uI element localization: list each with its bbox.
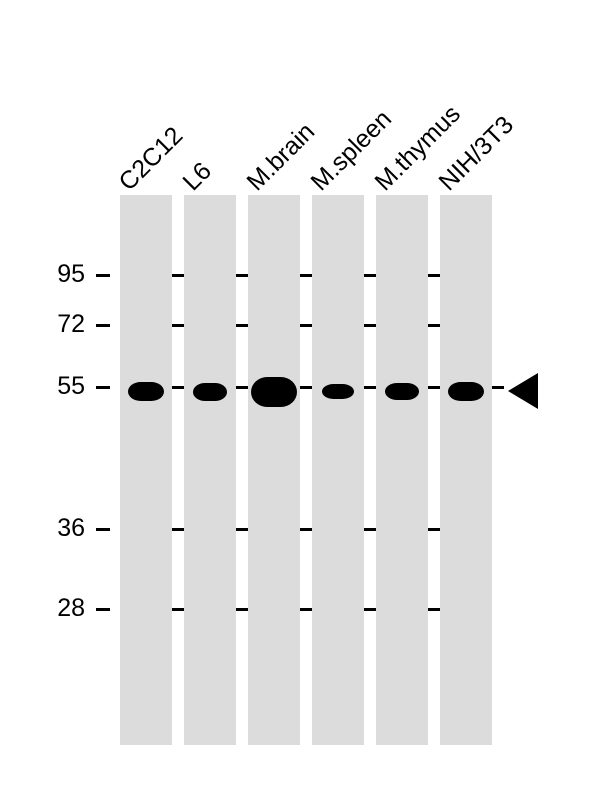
mw-label: 28 [45, 594, 85, 623]
mw-tick [172, 274, 184, 277]
western-blot-figure: 95 72 55 36 28 [50, 40, 570, 760]
mw-tick [96, 608, 110, 611]
mw-tick [364, 386, 376, 389]
mw-tick [96, 274, 110, 277]
mw-tick [364, 324, 376, 327]
mw-tick [172, 608, 184, 611]
mw-tick [236, 324, 248, 327]
mw-tick [428, 324, 440, 327]
mw-label: 55 [45, 372, 85, 401]
lane-label: C2C12 [113, 121, 189, 197]
mw-tick [172, 324, 184, 327]
mw-tick [300, 528, 312, 531]
lane-label: M.brain [241, 118, 320, 197]
mw-label: 95 [45, 260, 85, 289]
mw-tick [364, 274, 376, 277]
mw-tick [236, 608, 248, 611]
lane [312, 195, 364, 745]
mw-tick [428, 528, 440, 531]
band [448, 382, 484, 401]
lane [440, 195, 492, 745]
lane [248, 195, 300, 745]
mw-tick [300, 386, 312, 389]
mw-tick [364, 528, 376, 531]
mw-tick [96, 386, 110, 389]
mw-tick [172, 528, 184, 531]
lane-label: L6 [177, 157, 217, 197]
mw-tick [236, 274, 248, 277]
mw-tick [364, 608, 376, 611]
mw-tick [492, 386, 504, 389]
mw-tick [300, 324, 312, 327]
band [322, 384, 354, 399]
band [385, 383, 419, 400]
mw-tick [300, 608, 312, 611]
band [193, 383, 227, 401]
mw-tick [428, 386, 440, 389]
band-arrow-icon [508, 373, 538, 409]
mw-tick [428, 274, 440, 277]
lane [184, 195, 236, 745]
mw-label: 72 [45, 310, 85, 339]
mw-tick [236, 386, 248, 389]
band [251, 377, 297, 407]
lane [120, 195, 172, 745]
mw-tick [172, 386, 184, 389]
mw-tick [428, 608, 440, 611]
mw-tick [300, 274, 312, 277]
mw-tick [236, 528, 248, 531]
band [128, 382, 164, 401]
mw-tick [96, 324, 110, 327]
mw-tick [96, 528, 110, 531]
mw-label: 36 [45, 514, 85, 543]
lane [376, 195, 428, 745]
